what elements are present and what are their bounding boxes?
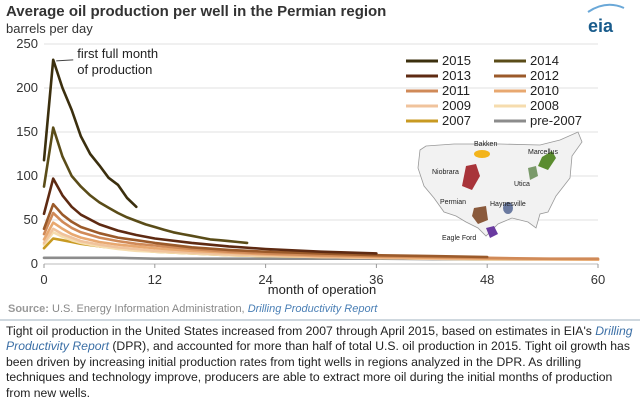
caption-text-1: Tight oil production in the United State… [6,324,596,338]
x-tick-label-48: 48 [480,272,494,287]
source-text: U.S. Energy Information Administration, [52,303,245,315]
caption: Tight oil production in the United State… [6,324,634,401]
us-map-outline [417,131,583,237]
eia-logo: eia [587,3,625,36]
y-tick-label-200: 200 [16,80,38,95]
inset-map: Bakken Marcellus Niobrara Utica Permian … [417,131,583,242]
source-link[interactable]: Drilling Productivity Report [247,303,378,315]
x-tick-label-24: 24 [258,272,272,287]
series-line-2014 [42,126,249,245]
legend-label-2007: 2007 [442,113,471,128]
y-tick-label-0: 0 [31,256,38,271]
chart-title: Average oil production per well in the P… [6,3,386,20]
series-line-2015 [42,58,138,209]
legend-label-2011: 2011 [442,83,470,98]
x-axis-label: month of operation [268,282,376,297]
source-line: Source: U.S. Energy Information Administ… [8,303,632,315]
legend-label-2014: 2014 [530,53,559,68]
series-line-2012 [42,202,489,259]
legend-label-2009: 2009 [442,98,471,113]
divider [0,319,640,321]
legend-label-2015: 2015 [442,53,471,68]
legend-label-2013: 2013 [442,68,471,83]
eagle-ford-shape [486,226,498,238]
map-label-permian: Permian [440,199,466,206]
legend-label-2010: 2010 [530,83,559,98]
annotation-line1: first full month [77,46,158,61]
chart-svg: Average oil production per well in the P… [6,3,625,297]
legend-label-2012: 2012 [530,68,559,83]
map-label-eagle-ford: Eagle Ford [442,235,476,242]
x-tick-label-36: 36 [369,272,383,287]
x-tick-label-60: 60 [591,272,605,287]
x-tick-label-0: 0 [40,272,47,287]
caption-text-2: (DPR), and accounted for more than half … [6,339,630,400]
series-line-2013 [42,177,378,255]
bakken-shape [474,150,490,158]
eia-logo-arc [587,3,625,13]
y-tick-label-150: 150 [16,124,38,139]
legend: 2015 2014 2013 2012 2011 2010 2009 2008 2007 pre-… [406,53,582,128]
axis-ticks: 0 50 100 150 200 250 0 12 24 36 48 60 [16,36,605,287]
y-axis-unit-label: barrels per day [6,21,93,36]
marcellus-shape [538,151,556,170]
y-tick-label-100: 100 [16,168,38,183]
map-label-haynesville: Haynesville [490,201,526,208]
map-label-niobrara: Niobrara [432,169,459,176]
legend-label-pre-2007: pre-2007 [530,113,582,128]
caption-link[interactable]: Drilling Productivity Report [6,324,633,354]
haynesville-shape [503,202,513,214]
legend-label-2008: 2008 [530,98,559,113]
eia-logo-text: eia [588,16,614,36]
annotation-line2: of production [77,62,152,77]
utica-shape [528,166,538,180]
x-tick-label-12: 12 [148,272,162,287]
niobrara-shape [462,164,480,190]
series-lines [42,58,600,261]
annotation-arrow [56,59,74,62]
permian-shape [472,206,488,224]
source-label: Source: [8,303,49,315]
map-label-marcellus: Marcellus [528,149,558,156]
map-label-utica: Utica [514,181,530,188]
map-label-bakken: Bakken [474,141,497,148]
y-tick-label-50: 50 [24,212,38,227]
y-tick-label-250: 250 [16,36,38,51]
